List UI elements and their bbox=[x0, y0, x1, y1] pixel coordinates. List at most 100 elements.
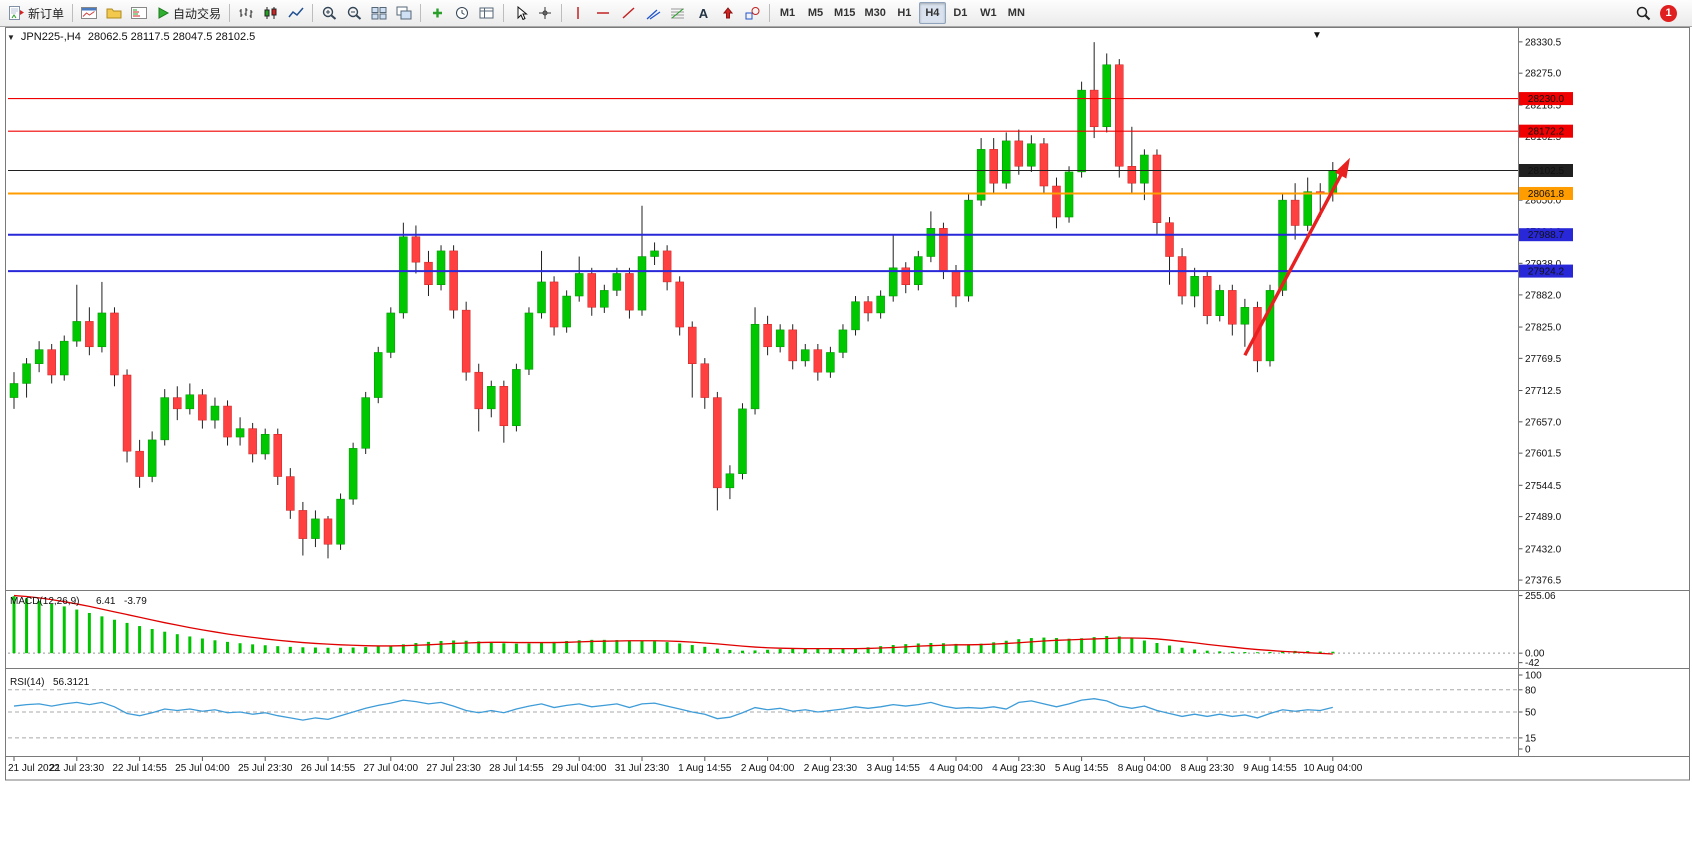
chart-expander-icon[interactable]: ▼ bbox=[7, 32, 15, 42]
toolbar: 新订单 自动交易 bbox=[0, 0, 1692, 27]
horizontal-line-button[interactable] bbox=[591, 2, 615, 24]
candle-down bbox=[662, 250, 672, 283]
auto-trading-button[interactable]: 自动交易 bbox=[152, 2, 225, 24]
line-chart-button[interactable] bbox=[284, 2, 308, 24]
candle-up bbox=[9, 383, 19, 398]
tile-windows-button[interactable] bbox=[367, 2, 391, 24]
svg-text:28 Jul 14:55: 28 Jul 14:55 bbox=[489, 763, 544, 774]
macd-signal-value: -3.79 bbox=[124, 596, 147, 607]
zoom-out-icon bbox=[347, 6, 361, 20]
timeframe-h1-button[interactable]: H1 bbox=[891, 2, 918, 24]
timeframe-m5-button[interactable]: M5 bbox=[802, 2, 829, 24]
cascade-windows-button[interactable] bbox=[392, 2, 416, 24]
svg-text:2 Aug 23:30: 2 Aug 23:30 bbox=[804, 763, 858, 774]
notification-badge[interactable]: 1 bbox=[1660, 4, 1677, 22]
candle-up bbox=[348, 448, 358, 500]
periods-button[interactable] bbox=[450, 2, 474, 24]
candle-down bbox=[248, 428, 257, 455]
rsi-axis-tick: 50 bbox=[1525, 708, 1537, 719]
svg-text:2 Aug 04:00: 2 Aug 04:00 bbox=[741, 763, 795, 774]
svg-text:27769.5: 27769.5 bbox=[1525, 354, 1562, 365]
price-label-28102.5: 28102.5 bbox=[1519, 164, 1573, 177]
cursor-button[interactable] bbox=[508, 2, 532, 24]
svg-text:27938.0: 27938.0 bbox=[1525, 259, 1562, 270]
timeframe-d1-button[interactable]: D1 bbox=[947, 2, 974, 24]
arrow-tool-button[interactable] bbox=[716, 2, 740, 24]
candle-up bbox=[487, 386, 496, 410]
indicators-button[interactable] bbox=[425, 2, 449, 24]
macd-axis-tick: 255.06 bbox=[1525, 591, 1556, 602]
timeframe-m1-button[interactable]: M1 bbox=[774, 2, 801, 24]
candle-up bbox=[876, 295, 885, 314]
svg-text:26 Jul 14:55: 26 Jul 14:55 bbox=[301, 763, 356, 774]
candle-up bbox=[537, 281, 546, 314]
svg-text:8 Aug 04:00: 8 Aug 04:00 bbox=[1118, 763, 1172, 774]
market-watch-button[interactable] bbox=[127, 2, 151, 24]
svg-text:10 Aug 04:00: 10 Aug 04:00 bbox=[1303, 763, 1362, 774]
equidistant-channel-button[interactable] bbox=[641, 2, 665, 24]
new-order-button[interactable]: 新订单 bbox=[5, 2, 68, 24]
candle-down bbox=[1152, 154, 1162, 223]
svg-text:27924.2: 27924.2 bbox=[1528, 267, 1565, 278]
candle-down bbox=[1290, 199, 1300, 226]
svg-text:25 Jul 04:00: 25 Jul 04:00 bbox=[175, 763, 230, 774]
candle-up bbox=[612, 273, 622, 291]
clock-periods-icon bbox=[455, 7, 468, 19]
line-chart-icon bbox=[288, 7, 304, 18]
charts-button[interactable] bbox=[77, 2, 101, 24]
candle-down bbox=[700, 363, 710, 398]
arrow-tool-icon bbox=[722, 7, 733, 19]
auto-trading-label: 自动交易 bbox=[173, 6, 222, 21]
candle-up bbox=[97, 312, 107, 348]
svg-text:1 Aug 14:55: 1 Aug 14:55 bbox=[678, 763, 732, 774]
candle-down bbox=[273, 433, 283, 477]
crosshair-button[interactable] bbox=[533, 2, 557, 24]
timeframe-m15-button[interactable]: M15 bbox=[830, 2, 859, 24]
cascade-windows-icon bbox=[396, 6, 412, 20]
timeframe-w1-button[interactable]: W1 bbox=[975, 2, 1002, 24]
trendline-button[interactable] bbox=[616, 2, 640, 24]
templates-button[interactable] bbox=[475, 2, 499, 24]
candle-up bbox=[34, 349, 44, 364]
candle-up bbox=[1265, 290, 1275, 362]
search-button[interactable] bbox=[1631, 2, 1655, 24]
svg-text:9 Aug 14:55: 9 Aug 14:55 bbox=[1243, 763, 1297, 774]
candle-down bbox=[474, 371, 483, 410]
timeframe-m30-button[interactable]: M30 bbox=[860, 2, 889, 24]
zoom-in-button[interactable] bbox=[317, 2, 341, 24]
timeframe-mn-button[interactable]: MN bbox=[1003, 2, 1030, 24]
macd-histogram bbox=[12, 596, 1335, 654]
bar-chart-button[interactable] bbox=[234, 2, 258, 24]
shapes-button[interactable] bbox=[741, 2, 765, 24]
fibonacci-icon bbox=[671, 8, 685, 19]
candle-up bbox=[826, 352, 835, 373]
candle-up bbox=[147, 439, 157, 477]
candle-down bbox=[110, 312, 119, 376]
candle-up bbox=[59, 340, 69, 376]
rsi-label: RSI(14) bbox=[10, 677, 44, 688]
auto-trading-play-icon bbox=[158, 7, 170, 19]
candle-down bbox=[1127, 166, 1137, 184]
trend-arrow[interactable] bbox=[1243, 157, 1350, 357]
candle-down bbox=[989, 149, 998, 184]
candlestick-chart-button[interactable] bbox=[259, 2, 283, 24]
candle-up bbox=[512, 369, 521, 427]
candle-up bbox=[976, 149, 986, 201]
zoom-out-button[interactable] bbox=[342, 2, 366, 24]
candlestick-chart-icon bbox=[264, 7, 277, 19]
timeframe-h4-button[interactable]: H4 bbox=[918, 2, 946, 24]
candle-up bbox=[72, 321, 82, 342]
price-label-27924.2: 27924.2 bbox=[1519, 264, 1573, 278]
vertical-line-button[interactable] bbox=[566, 2, 590, 24]
toolbar-separator bbox=[561, 4, 563, 22]
template-grid-icon bbox=[479, 7, 494, 19]
svg-text:25 Jul 23:30: 25 Jul 23:30 bbox=[238, 763, 293, 774]
candle-up bbox=[210, 405, 220, 421]
text-tool-button[interactable]: A bbox=[691, 2, 715, 24]
fibonacci-button[interactable] bbox=[666, 2, 690, 24]
svg-text:A: A bbox=[698, 6, 708, 20]
svg-text:4 Aug 04:00: 4 Aug 04:00 bbox=[929, 763, 983, 774]
svg-text:28061.8: 28061.8 bbox=[1528, 189, 1565, 200]
profiles-button[interactable] bbox=[102, 2, 126, 24]
